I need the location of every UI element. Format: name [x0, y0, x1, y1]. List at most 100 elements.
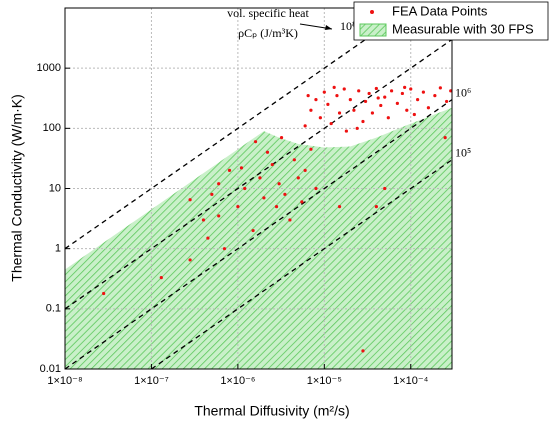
data-point	[329, 121, 333, 126]
data-point	[296, 176, 300, 180]
data-point	[300, 200, 304, 204]
data-point	[309, 147, 313, 151]
data-point	[395, 101, 399, 105]
data-point	[283, 192, 287, 196]
data-point	[409, 87, 413, 91]
data-point	[326, 102, 330, 106]
data-point	[386, 116, 390, 120]
data-point	[363, 99, 368, 104]
ref-line	[151, 159, 452, 369]
legend-swatch	[359, 23, 387, 37]
y-tick-label: 100	[43, 122, 61, 134]
ref-line-label: 10⁸	[340, 19, 356, 33]
data-point	[222, 247, 227, 251]
data-point	[335, 93, 339, 98]
y-tick-label: 0.01	[40, 363, 61, 375]
data-point	[279, 136, 284, 140]
data-point	[355, 126, 359, 130]
data-point	[379, 103, 383, 108]
data-point	[239, 166, 244, 170]
y-tick-label: 1000	[37, 62, 61, 74]
measurable-region	[65, 107, 452, 369]
y-tick-label: 10	[49, 182, 61, 194]
data-point	[314, 186, 318, 191]
data-point	[405, 108, 409, 112]
data-point	[318, 116, 322, 120]
legend-label: FEA Data Points	[392, 3, 488, 18]
data-point	[243, 186, 247, 191]
ref-line	[65, 8, 412, 250]
y-tick-label: 1	[55, 243, 61, 255]
data-point	[438, 86, 442, 90]
x-axis-title: Thermal Diffusivity (m²/s)	[194, 403, 349, 419]
data-point	[421, 90, 425, 94]
data-point	[262, 196, 266, 200]
data-point	[374, 205, 378, 209]
data-point	[412, 112, 416, 117]
data-point	[217, 182, 221, 186]
data-point	[306, 93, 310, 98]
data-point	[376, 96, 380, 100]
data-point	[367, 91, 371, 96]
data-point	[445, 99, 449, 104]
x-tick-label: 1×10⁻⁷	[134, 375, 169, 387]
data-point	[389, 89, 394, 93]
data-point	[270, 162, 274, 167]
plot-area	[65, 8, 452, 369]
x-tick-label: 1×10⁻⁵	[307, 375, 342, 387]
data-point	[332, 85, 336, 89]
annotation: ρCₚ (J/m³K)	[238, 26, 298, 40]
data-point	[159, 276, 163, 280]
data-point	[236, 205, 240, 209]
data-point	[258, 176, 262, 180]
data-point	[403, 85, 407, 89]
data-point	[314, 98, 318, 102]
data-point	[227, 168, 232, 172]
data-point	[274, 205, 279, 209]
legend: FEA Data Points Measurable with 30 FPS	[353, 1, 549, 41]
data-point	[449, 89, 452, 93]
x-tick-label: 1×10⁻⁶	[220, 375, 255, 387]
data-point	[303, 124, 307, 128]
data-point	[309, 108, 313, 112]
data-point	[217, 214, 221, 218]
annotation: vol. specific heat	[227, 6, 309, 20]
data-point	[443, 136, 447, 140]
data-point	[188, 258, 192, 262]
data-point	[337, 111, 342, 115]
x-tick-label: 1×10⁻⁸	[47, 375, 82, 387]
x-tick-label: 1×10⁻⁴	[393, 375, 429, 387]
data-point	[352, 108, 356, 112]
data-point	[342, 87, 346, 91]
data-point	[357, 89, 361, 93]
data-point	[344, 129, 348, 133]
data-point	[337, 205, 342, 209]
data-point	[348, 98, 352, 102]
legend-marker	[370, 10, 374, 14]
data-point	[265, 150, 270, 154]
data-point	[251, 228, 255, 233]
y-axis-title: Thermal Conductivity (W/m·K)	[9, 94, 25, 281]
y-tick-label: 0.1	[46, 303, 61, 315]
data-point	[277, 182, 281, 186]
data-point	[433, 93, 437, 98]
data-point	[426, 106, 431, 110]
annotation-arrowhead	[325, 25, 332, 30]
data-point	[370, 111, 375, 115]
data-point	[361, 349, 365, 353]
data-point	[361, 119, 365, 124]
data-point	[288, 218, 292, 222]
data-point	[102, 291, 106, 296]
data-point	[253, 140, 258, 144]
legend-label: Measurable with 30 FPS	[392, 21, 534, 36]
data-point	[374, 86, 378, 91]
data-point	[383, 95, 387, 99]
ref-line	[65, 99, 452, 369]
data-point	[322, 90, 326, 94]
data-point	[210, 192, 214, 196]
data-point	[201, 218, 206, 222]
ref-line-label: 10⁶	[455, 85, 471, 99]
data-point	[400, 91, 404, 96]
